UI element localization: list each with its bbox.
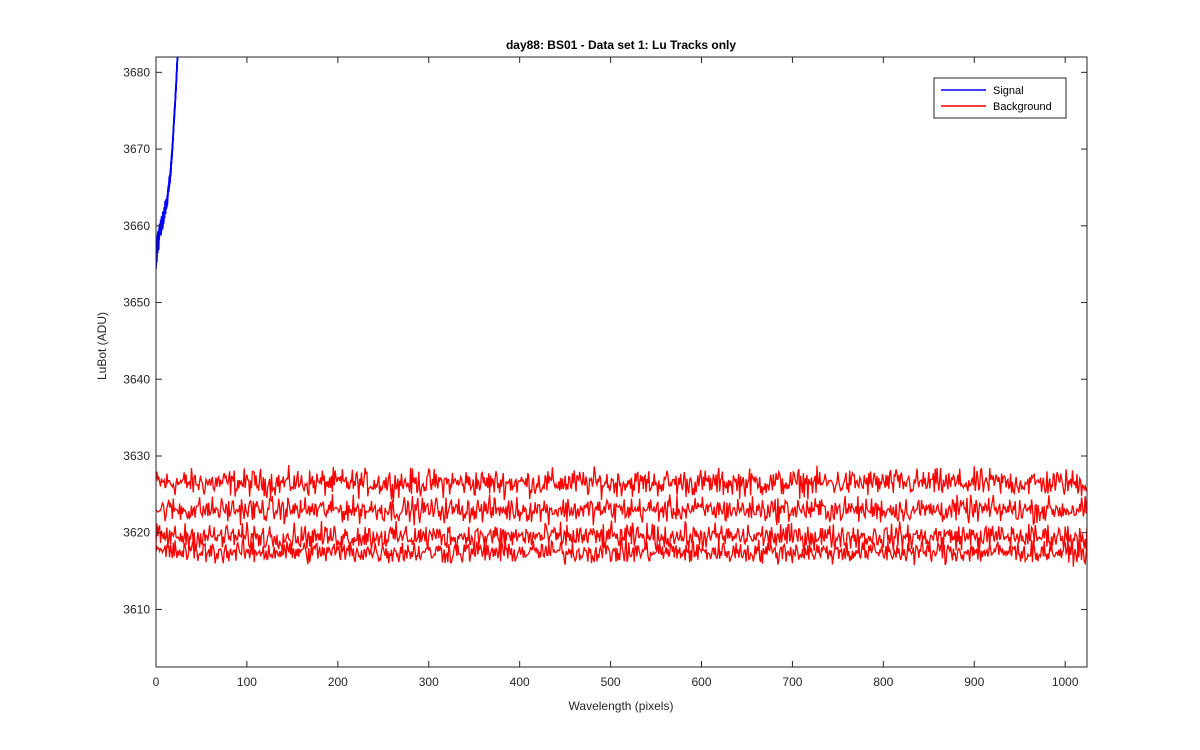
x-tick-label: 1000 xyxy=(1052,675,1079,689)
x-tick-label: 700 xyxy=(782,675,802,689)
y-axis-label: LuBot (ADU) xyxy=(95,312,109,380)
x-tick-label: 300 xyxy=(419,675,439,689)
x-tick-label: 0 xyxy=(153,675,160,689)
legend: Signal Background xyxy=(933,77,1067,119)
y-tick-label: 3610 xyxy=(123,602,150,616)
background-series-line xyxy=(156,494,1087,526)
legend-label-background: Background xyxy=(993,101,1052,113)
x-tick-label: 200 xyxy=(328,675,348,689)
x-axis-label: Wavelength (pixels) xyxy=(569,699,674,713)
x-tick-label: 800 xyxy=(873,675,893,689)
background-series-line xyxy=(156,464,1087,502)
y-tick-label: 3640 xyxy=(123,372,150,386)
y-tick-label: 3630 xyxy=(123,449,150,463)
y-tick-label: 3620 xyxy=(123,526,150,540)
x-axis: 0 100 200 300 400 500 600 700 800 900 1000 xyxy=(153,57,1079,689)
y-axis: 3610 3620 3630 3640 3650 3660 3670 3680 xyxy=(123,65,1087,616)
x-tick-label: 100 xyxy=(237,675,257,689)
legend-box xyxy=(933,77,1067,119)
x-tick-label: 600 xyxy=(691,675,711,689)
plot-frame xyxy=(155,56,1088,668)
chart-title: day88: BS01 - Data set 1: Lu Tracks only xyxy=(506,38,736,52)
plot-area xyxy=(156,57,1087,667)
y-tick-label: 3660 xyxy=(123,219,150,233)
y-tick-label: 3680 xyxy=(123,65,150,79)
x-tick-label: 400 xyxy=(510,675,530,689)
y-tick-label: 3670 xyxy=(123,142,150,156)
x-tick-label: 900 xyxy=(964,675,984,689)
legend-label-signal: Signal xyxy=(993,85,1024,97)
background-series-line xyxy=(156,536,1087,567)
y-tick-label: 3650 xyxy=(123,296,150,310)
x-tick-label: 500 xyxy=(601,675,621,689)
